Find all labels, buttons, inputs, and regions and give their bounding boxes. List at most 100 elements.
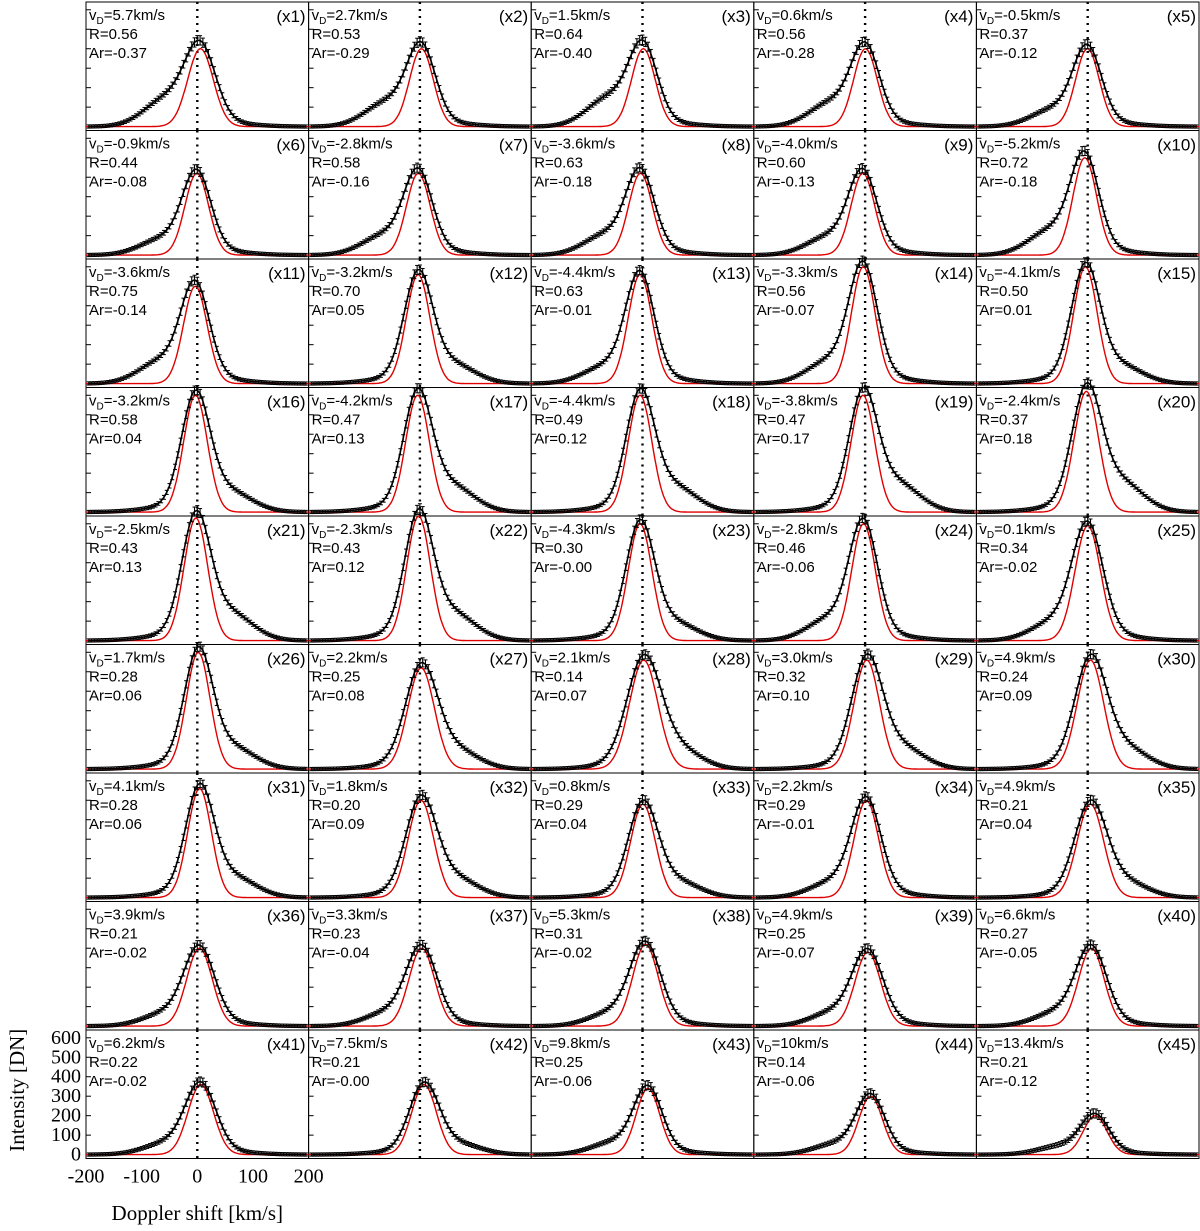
panel-r-label: R=0.58 [312, 155, 361, 172]
panel-vd-label: vD=5.7km/s [89, 7, 165, 27]
observed-profile [531, 162, 754, 258]
panel: vD=0.6km/sR=0.56 Ar=-0.28 (x4) [753, 1, 977, 131]
panel-ar-label: Ar=-0.14 [89, 302, 147, 319]
panel: vD=1.5km/sR=0.64 Ar=-0.40 (x3) [530, 1, 755, 131]
panel-id-label: (x15) [1157, 264, 1196, 283]
panel-id-label: (x13) [712, 264, 751, 283]
panel-r-label: R=0.49 [534, 412, 583, 429]
observed-profile-line [88, 278, 306, 385]
panel: vD=-4.4km/sR=0.49 Ar=0.12 (x18) [530, 383, 755, 517]
panel-id-label: (x18) [712, 393, 751, 412]
panel-r-label: R=0.53 [312, 26, 361, 43]
observed-profile-line [88, 39, 306, 128]
panel-ar-label: Ar=-0.40 [534, 45, 592, 62]
panel-id-label: (x4) [944, 7, 973, 26]
observed-profile [86, 385, 308, 515]
observed-profile [531, 383, 754, 515]
panel-vd-label: vD=2.7km/s [312, 7, 388, 27]
panel: vD=-0.9km/sR=0.44 Ar=-0.08 (x6) [85, 130, 310, 260]
observed-profile-line [979, 261, 1197, 385]
panel: vD=-4.0km/sR=0.60 Ar=-0.13 (x9) [753, 130, 977, 260]
panel: vD=2.7km/sR=0.53 Ar=-0.29 (x2) [308, 1, 532, 131]
panel-vd-label: vD=-3.6km/s [89, 264, 170, 284]
panel-r-label: R=0.56 [757, 26, 806, 43]
observed-profile [531, 265, 754, 386]
panel-vd-label: vD=-4.2km/s [312, 393, 393, 413]
panel-id-label: (x2) [499, 7, 528, 26]
observed-profile-line [979, 150, 1197, 256]
observed-profile [754, 36, 976, 129]
panel-r-label: R=0.63 [534, 283, 583, 300]
gaussian-fit-line [976, 157, 1199, 256]
observed-profile-line [533, 387, 752, 513]
panel-id-label: (x10) [1157, 136, 1196, 155]
panel-r-label: R=0.56 [89, 26, 138, 43]
observed-profile-line [311, 40, 529, 128]
panel: vD=-4.1km/sR=0.50 Ar=0.01 (x15) [975, 257, 1200, 388]
observed-profile-line [311, 387, 529, 513]
panel: vD=-4.2km/sR=0.47 Ar=0.13 (x17) [308, 383, 532, 517]
panel-r-label: R=0.44 [89, 155, 138, 172]
panel: vD=-3.8km/sR=0.47 Ar=0.17 (x19) [753, 382, 977, 517]
panel-vd-label: vD=-3.3km/s [757, 264, 838, 284]
observed-profile [309, 36, 531, 129]
panel-ar-label: Ar=-0.12 [979, 45, 1037, 62]
panel-vd-label: vD=-3.2km/s [89, 393, 170, 413]
observed-profile [977, 145, 1199, 258]
panel-r-label: R=0.47 [757, 412, 806, 429]
observed-profile [754, 255, 976, 386]
panel-r-label: R=0.75 [89, 283, 138, 300]
panel-r-label: R=0.37 [979, 26, 1028, 43]
observed-profile [309, 264, 531, 386]
panel-vd-label: vD=-4.4km/s [534, 393, 615, 413]
panel-id-label: (x19) [935, 393, 974, 412]
panel-id-label: (x1) [276, 7, 305, 26]
panel-r-label: R=0.58 [89, 412, 138, 429]
panel-vd-label: vD=-3.8km/s [757, 393, 838, 413]
observed-profile-line [534, 269, 751, 385]
panel-ar-label: Ar=-0.16 [312, 174, 370, 191]
observed-profile-line [88, 389, 306, 513]
observed-profile [309, 383, 531, 515]
panel-vd-label: vD=-0.9km/s [89, 136, 170, 156]
panel: vD=-3.6km/sR=0.63 Ar=-0.18 (x8) [530, 130, 755, 260]
panel-id-label: (x5) [1167, 7, 1196, 26]
panel-ar-label: Ar=0.05 [312, 302, 365, 319]
panel-ar-label: Ar=-0.18 [534, 174, 592, 191]
observed-profile-line [88, 168, 306, 256]
observed-profile [754, 163, 976, 258]
gaussian-fit-line [531, 47, 754, 128]
panel: vD=5.7km/sR=0.56 Ar=-0.37 (x1) [85, 1, 310, 131]
panel-ar-label: Ar=-0.01 [534, 302, 592, 319]
observed-profile-line [534, 166, 751, 256]
panel-vd-label: vD=-2.8km/s [312, 136, 393, 156]
panel-r-label: R=0.50 [979, 283, 1028, 300]
panel-ar-label: Ar=-0.08 [89, 174, 147, 191]
observed-profile [754, 382, 976, 515]
panel-id-label: (x11) [268, 264, 305, 283]
observed-profile [86, 274, 308, 386]
observed-profile-line [533, 38, 751, 128]
observed-profile [309, 162, 531, 258]
observed-profile-line [311, 268, 529, 385]
panel-id-label: (x9) [944, 136, 973, 155]
panel-r-label: R=0.70 [312, 283, 361, 300]
panel-r-label: R=0.56 [757, 283, 806, 300]
panel: vD=-3.6km/sR=0.75 Ar=-0.14 (x11) [85, 258, 310, 388]
panel-r-label: R=0.72 [979, 155, 1028, 172]
panel-id-label: (x12) [489, 264, 528, 283]
panel: vD=-3.3km/sR=0.56 Ar=-0.07 (x14) [753, 255, 977, 388]
panel-r-label: R=0.47 [312, 412, 361, 429]
panel-id-label: (x3) [722, 7, 751, 26]
panel-id-label: (x8) [722, 136, 751, 155]
panel-r-label: R=0.63 [534, 155, 583, 172]
panel-vd-label: vD=-4.4km/s [534, 264, 615, 284]
panel-id-label: (x7) [499, 136, 528, 155]
observed-profile-line [756, 40, 974, 128]
panel-vd-label: vD=-5.2km/s [979, 136, 1060, 156]
panel-ar-label: Ar=-0.18 [979, 174, 1037, 191]
observed-profile-line [979, 43, 1197, 128]
